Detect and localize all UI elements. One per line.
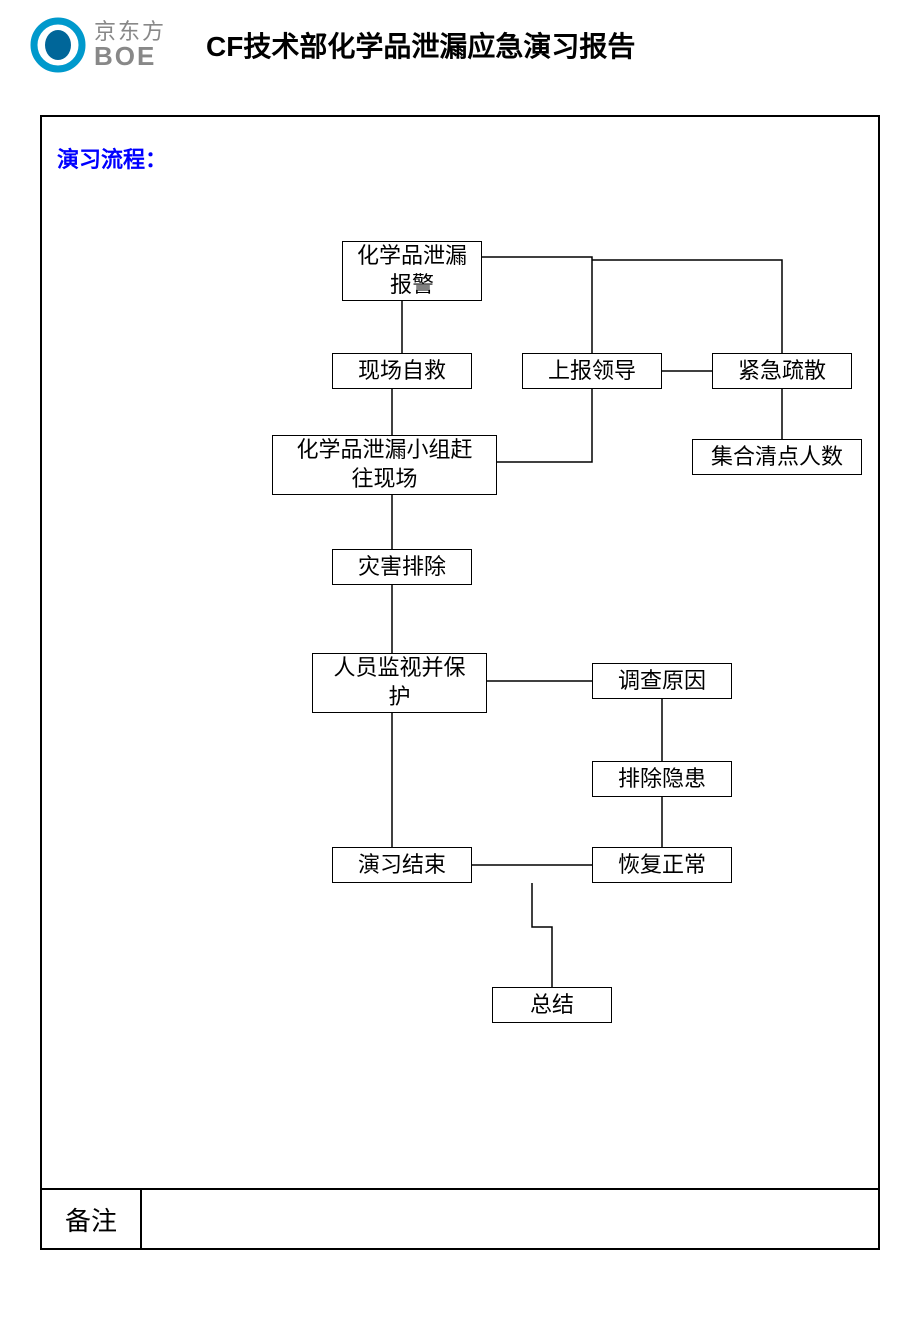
- flow-node-n8: 人员监视并保护: [312, 653, 487, 713]
- flow-node-n4: 紧急疏散: [712, 353, 852, 389]
- footer-label: 备注: [42, 1190, 142, 1248]
- flow-edge: [482, 257, 782, 353]
- flow-node-n3: 上报领导: [522, 353, 662, 389]
- flow-node-n10: 排除隐患: [592, 761, 732, 797]
- flow-node-n13: 总结: [492, 987, 612, 1023]
- footer-content: [142, 1190, 878, 1248]
- footer-row: 备注: [42, 1188, 878, 1248]
- flow-node-n5: 化学品泄漏小组赶往现场: [272, 435, 497, 495]
- content-frame: 演习流程： 化学品泄漏报警现场自救上报领导紧急疏散化学品泄漏小组赶往现场集合清点…: [40, 115, 880, 1250]
- flow-node-n7: 灾害排除: [332, 549, 472, 585]
- flow-node-n2: 现场自救: [332, 353, 472, 389]
- flowchart-canvas: 化学品泄漏报警现场自救 上报领导 紧急疏散化学品泄漏小组赶往现场 集合清点人数灾害排除…: [42, 117, 882, 1177]
- logo-en: BOE: [94, 43, 166, 69]
- flow-node-n12: 恢复正常: [592, 847, 732, 883]
- logo-icon: [30, 17, 86, 73]
- logo-text: 京东方 BOE: [94, 21, 166, 69]
- logo-cn: 京东方: [94, 21, 166, 43]
- flow-node-n1: 化学品泄漏报警: [342, 241, 482, 301]
- page-title: CF技术部化学品泄漏应急演习报告: [206, 25, 635, 65]
- flow-node-n11: 演习结束: [332, 847, 472, 883]
- flow-node-n6: 集合清点人数: [692, 439, 862, 475]
- flow-node-n9: 调查原因: [592, 663, 732, 699]
- header: 京东方 BOE CF技术部化学品泄漏应急演习报告: [0, 0, 920, 90]
- flow-edge: [497, 389, 592, 462]
- flow-edge: [532, 883, 552, 987]
- logo: 京东方 BOE: [30, 17, 166, 73]
